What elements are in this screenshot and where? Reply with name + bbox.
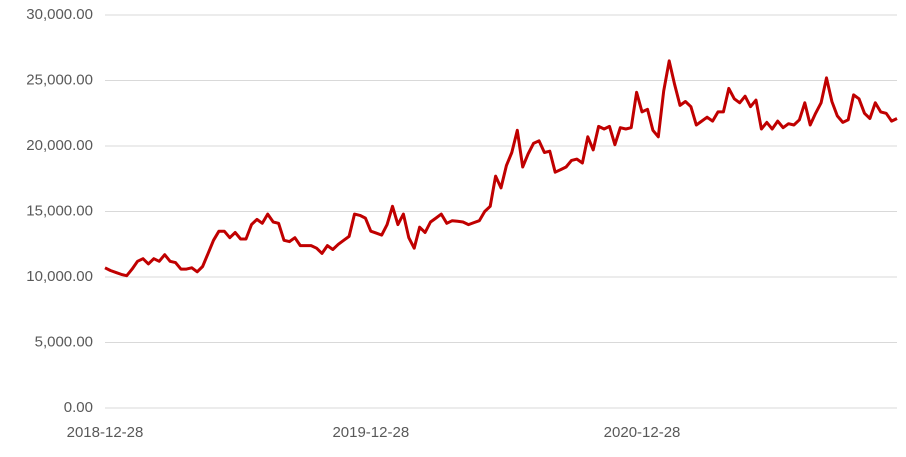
x-tick-label: 2019-12-28 bbox=[332, 424, 409, 441]
y-tick-label: 20,000.00 bbox=[26, 137, 93, 154]
y-tick-label: 25,000.00 bbox=[26, 71, 93, 88]
y-tick-label: 0.00 bbox=[64, 399, 93, 416]
data-line bbox=[104, 59, 898, 278]
x-tick-label: 2020-12-28 bbox=[604, 424, 681, 441]
x-tick-label: 2018-12-28 bbox=[67, 424, 144, 441]
y-tick-label: 5,000.00 bbox=[35, 333, 93, 350]
y-tick-label: 10,000.00 bbox=[26, 268, 93, 285]
y-tick-label: 15,000.00 bbox=[26, 202, 93, 219]
y-tick-label: 30,000.00 bbox=[26, 6, 93, 23]
